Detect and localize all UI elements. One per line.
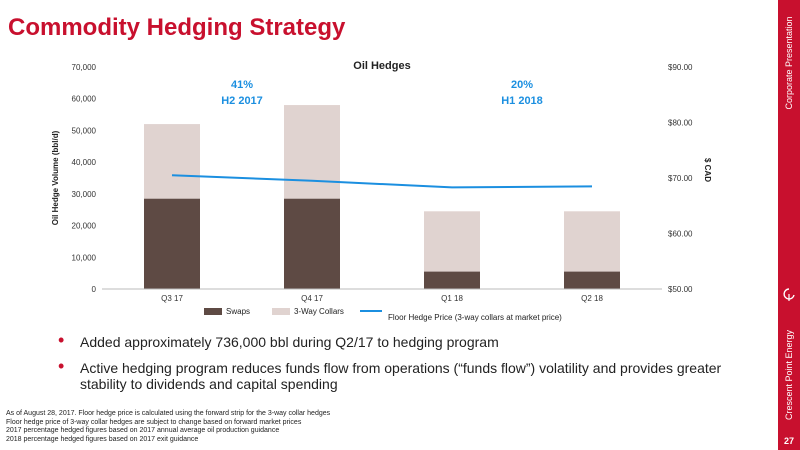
y2-tick-label: $70.00 (668, 174, 693, 183)
oil-hedges-chart: Oil Hedges 0 10,000 20,000 30,000 40,000 50,00… (51, 60, 712, 322)
footnote: As of August 28, 2017. Floor hedge price… (6, 410, 331, 417)
sidebar-company-label: Crescent Point Energy (784, 329, 794, 421)
bullet-item: • Added approximately 736,000 bbl during… (58, 330, 758, 350)
y2-tick-label: $80.00 (668, 119, 693, 128)
legend-label: Floor Hedge Price (3-way collars at mark… (388, 313, 562, 322)
y-tick-label: 60,000 (72, 95, 97, 104)
y-tick-label: 50,000 (72, 126, 97, 135)
y2-tick-label: $60.00 (668, 230, 693, 239)
company-logo-icon (783, 288, 795, 301)
page-number: 27 (783, 436, 794, 446)
y2-axis-title: $ CAD (703, 158, 712, 182)
x-tick-label: Q2 18 (581, 294, 603, 303)
annotation-period: H2 2017 (221, 95, 263, 107)
brand-sidebar: Corporate Presentation Crescent Point En… (778, 0, 800, 450)
bar-segment (284, 198, 340, 289)
annotation-percent: 20% (511, 79, 533, 91)
annotation-period: H1 2018 (501, 95, 543, 107)
y-tick-label: 0 (92, 285, 97, 294)
legend-swatch-swaps (204, 308, 222, 315)
y-tick-label: 10,000 (72, 253, 97, 262)
y-tick-label: 70,000 (72, 63, 97, 72)
floor-price-line (171, 174, 593, 189)
bullet-dot-icon: • (58, 330, 65, 350)
bullet-text: Added approximately 736,000 bbl during Q… (80, 334, 499, 350)
footnote: 2018 percentage hedged figures based on … (6, 435, 199, 443)
slide-title: Commodity Hedging Strategy (8, 14, 346, 41)
bullet-text: Active hedging program reduces funds flo… (80, 360, 722, 392)
footnote: Floor hedge price of 3-way collar hedges… (6, 418, 302, 426)
footnotes: As of August 28, 2017. Floor hedge price… (6, 410, 330, 444)
y-tick-label: 40,000 (72, 158, 97, 167)
legend-label: Swaps (226, 307, 250, 316)
bar-segment (144, 198, 200, 289)
x-tick-label: Q1 18 (441, 294, 463, 303)
legend-swatch-collars (272, 308, 290, 315)
y-tick-label: 20,000 (72, 222, 97, 231)
y2-tick-label: $90.00 (668, 63, 693, 72)
y2-tick-label: $50.00 (668, 285, 693, 294)
x-tick-label: Q4 17 (301, 294, 323, 303)
y-axis-title: Oil Hedge Volume (bbl/d) (51, 130, 60, 225)
legend-label: 3-Way Collars (294, 307, 344, 316)
bar-segment (424, 271, 480, 289)
bullet-item: • Active hedging program reduces funds f… (58, 356, 758, 392)
x-tick-label: Q3 17 (161, 294, 183, 303)
annotation-percent: 41% (231, 79, 253, 91)
chart-title: Oil Hedges (353, 60, 410, 72)
bullet-dot-icon: • (58, 356, 65, 376)
bar-segment (424, 211, 480, 272)
sidebar-presentation-label: Corporate Presentation (784, 16, 794, 110)
bar-segment (564, 211, 620, 272)
footnote: 2017 percentage hedged figures based on … (6, 427, 280, 435)
bar-segment (564, 271, 620, 289)
bar-segment (284, 105, 340, 199)
y-tick-label: 30,000 (72, 190, 97, 199)
bar-segment (144, 124, 200, 199)
bullet-list: • Added approximately 736,000 bbl during… (58, 330, 758, 402)
